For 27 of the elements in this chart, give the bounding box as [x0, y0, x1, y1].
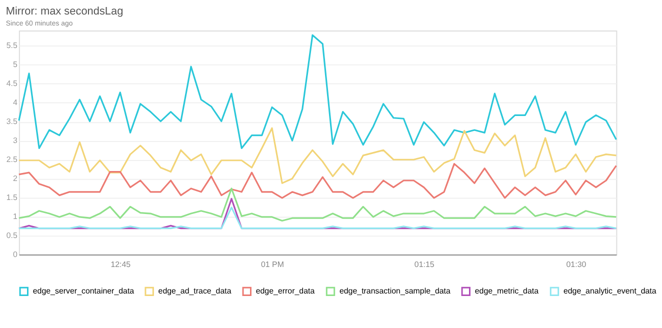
y-tick-label: 1.5: [6, 193, 18, 202]
x-tick-label: 12:45: [110, 260, 132, 269]
line-series: [18, 127, 618, 184]
x-tick-label: 01:15: [414, 260, 435, 269]
y-tick-label: 3: [12, 136, 18, 146]
line-series: [18, 188, 618, 222]
y-tick-label: 5: [12, 60, 18, 70]
y-tick-label: 1: [12, 212, 18, 222]
legend-label: edge_server_container_data: [32, 286, 135, 296]
chart-title: Mirror: max secondsLag: [6, 6, 124, 18]
x-tick-label: 01:30: [566, 260, 587, 269]
legend-label: edge_transaction_sample_data: [339, 286, 452, 296]
y-tick-label: 0: [12, 250, 18, 260]
legend-label: edge_error_data: [256, 286, 316, 296]
line-series: [18, 34, 618, 150]
legend-label: edge_ad_trace_data: [158, 286, 232, 296]
line-series: [18, 163, 618, 199]
y-tick-label: 0.5: [6, 231, 18, 240]
x-tick-label: 01 PM: [261, 260, 284, 269]
y-tick-label: 4: [12, 98, 18, 108]
legend-label: edge_metric_data: [474, 286, 540, 296]
y-tick-label: 5.5: [6, 41, 18, 50]
y-tick-label: 4.5: [6, 79, 18, 88]
y-tick-label: 2: [12, 174, 18, 184]
y-tick-label: 2.5: [6, 155, 18, 164]
legend-label: edge_analytic_event_data: [563, 286, 657, 296]
y-tick-label: 3.5: [6, 117, 18, 126]
